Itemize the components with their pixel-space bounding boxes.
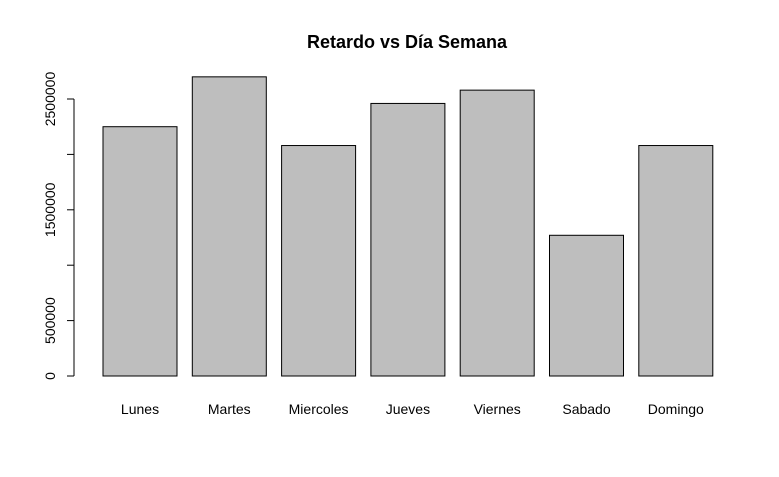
x-tick-label: Sabado (562, 401, 610, 417)
x-tick-label: Viernes (474, 401, 521, 417)
y-tick-label: 0 (42, 372, 58, 380)
x-axis-labels: Lunes Martes Miercoles Jueves Viernes Sabado D… (121, 401, 704, 417)
bar-martes (191, 76, 267, 377)
bar-sabado (549, 234, 624, 377)
y-tick-label: 2500000 (42, 72, 58, 127)
x-tick-label: Martes (208, 401, 251, 417)
y-tick-label: 500000 (42, 297, 58, 344)
bar-lunes (102, 126, 178, 377)
x-tick-label: Miercoles (289, 401, 349, 417)
bars-group (102, 76, 714, 377)
y-tick-label: 1500000 (42, 182, 58, 237)
x-tick-label: Lunes (121, 401, 159, 417)
bar-jueves (370, 102, 446, 377)
x-tick-label: Domingo (648, 401, 704, 417)
bar-domingo (638, 145, 714, 377)
chart-title: Retardo vs Día Semana (307, 32, 508, 52)
x-tick-label: Jueves (386, 401, 430, 417)
y-axis: 0 500000 1500000 2500000 (42, 72, 75, 380)
bar-viernes (459, 89, 535, 377)
bar-miercoles (281, 145, 357, 377)
